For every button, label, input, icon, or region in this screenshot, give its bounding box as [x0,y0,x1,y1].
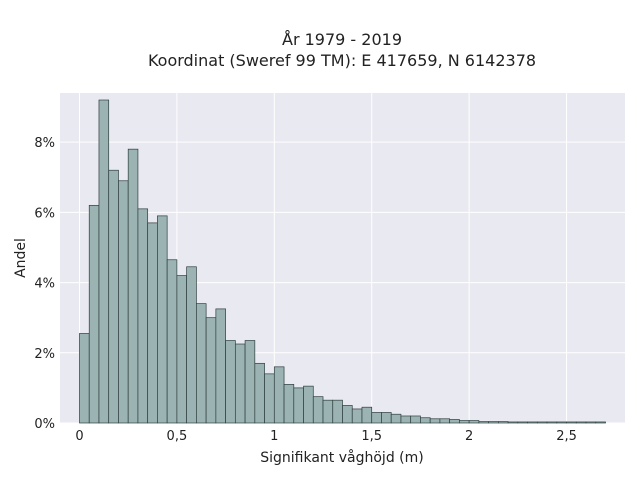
histogram-bar [205,317,217,424]
histogram-bar [410,415,421,424]
histogram-bar [215,308,226,424]
histogram-bar [498,421,509,424]
histogram-bar [468,420,480,424]
histogram-bar [254,362,265,424]
histogram-bar [108,169,119,424]
y-tick-label: 8% [34,136,55,151]
histogram-bar [390,413,402,424]
y-axis-label: Andel [13,238,29,278]
histogram-bar [322,399,334,424]
y-tick-label: 2% [34,347,55,362]
histogram-bar [332,399,343,424]
chart-title-line1: År 1979 - 2019 [282,30,402,49]
x-tick-label: 0 [75,429,83,444]
x-axis-label: Signifikant våghöjd (m) [260,449,423,466]
histogram-bar [273,366,285,424]
x-tick-label: 0,5 [167,429,188,444]
chart-title-line2: Koordinat (Sweref 99 TM): E 417659, N 61… [148,51,536,70]
histogram-bar [234,343,246,424]
histogram-bar [186,266,197,424]
histogram-bar [283,384,295,424]
histogram-bar [536,421,548,424]
histogram-bar [351,408,363,424]
histogram-bar [449,419,460,424]
histogram-bar [429,418,441,424]
histogram-bar [244,340,256,424]
histogram-bar [439,418,451,424]
histogram-bar [478,421,489,424]
histogram-bar [488,421,499,424]
histogram-bar [595,421,606,424]
histogram-bar [157,215,168,424]
histogram-bar [381,412,392,424]
histogram-bar [517,421,528,424]
histogram-bar [371,412,382,424]
histogram-bar [566,421,577,424]
x-axis-ticks: 0 0,5 1 1,5 2 2,5 [75,429,577,444]
histogram-bar [137,208,149,424]
histogram-bar [575,421,587,424]
histogram-bar [166,259,178,424]
histogram-bar [176,275,187,424]
histogram-bar [342,405,353,424]
histogram-bar [293,387,304,424]
bars [79,99,606,424]
histogram-bar [312,396,324,424]
x-tick-label: 1,5 [361,429,382,444]
histogram-bar [585,421,597,424]
histogram-bar [546,421,558,424]
histogram-bar [303,385,314,424]
histogram-bar [420,417,431,424]
histogram-bar [127,148,139,424]
histogram-bar [459,420,470,424]
histogram-bar [147,222,158,424]
x-tick-label: 2 [465,429,473,444]
histogram-bar [507,421,519,424]
histogram-bar [98,99,110,424]
histogram-bar [88,204,100,424]
histogram-bar [79,333,90,424]
histogram-bar [400,415,412,424]
histogram-bar [361,406,373,424]
histogram-bar [527,421,538,424]
histogram-bar [196,303,207,424]
histogram-bar [225,340,236,424]
histogram-bar [264,373,275,424]
histogram-bar [556,421,567,424]
y-tick-label: 4% [34,277,55,292]
histogram-bar [118,180,129,424]
y-axis-ticks: 0% 2% 4% 6% 8% [34,136,55,432]
y-tick-label: 0% [34,417,55,432]
y-tick-label: 6% [34,206,55,221]
x-tick-label: 2,5 [556,429,577,444]
x-tick-label: 1 [270,429,278,444]
